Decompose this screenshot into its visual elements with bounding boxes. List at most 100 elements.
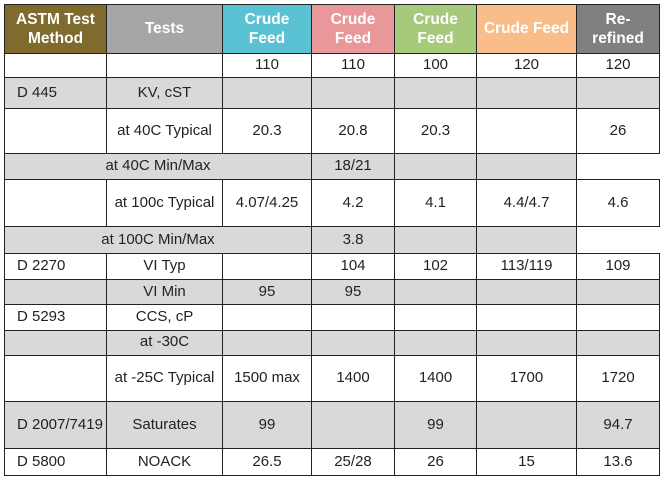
value-cell: 95 — [222, 279, 312, 305]
value-cell: 109 — [576, 252, 660, 281]
value-cell: 1400 — [311, 354, 395, 403]
value-cell — [222, 330, 312, 356]
value-cell — [576, 77, 660, 109]
method-cell — [4, 330, 107, 356]
value-cell: 13.6 — [576, 448, 660, 476]
table-row: at 40C Min/Max 18/21 — [4, 152, 660, 181]
table-row: at 100C Min/Max 3.8 — [4, 226, 660, 254]
table-row: D 2007/7419 Saturates 99 99 94.7 — [4, 401, 660, 450]
value-cell: 20.3 — [222, 107, 312, 154]
value-cell — [576, 330, 660, 356]
header-rerefined: Re-refined — [576, 4, 660, 54]
method-cell: D 5800 — [4, 448, 107, 476]
method-cell — [4, 52, 107, 79]
table-row: D 5800 NOACK 26.5 25/28 26 15 13.6 — [4, 448, 660, 476]
table-row: at -25C Typical 1500 max 1400 1400 1700 1720 — [4, 354, 660, 403]
test-label: at 100C Min/Max — [4, 226, 312, 254]
value-cell — [222, 303, 312, 332]
value-cell: 4.07/4.25 — [222, 179, 312, 228]
value-cell — [476, 77, 577, 109]
value-cell — [394, 330, 477, 356]
value-cell: 1700 — [476, 354, 577, 403]
test-label: at 40C Typical — [106, 107, 223, 154]
value-cell: 113/119 — [476, 252, 577, 281]
value-cell — [476, 330, 577, 356]
method-cell — [4, 354, 107, 403]
value-cell: 25/28 — [311, 448, 395, 476]
value-cell — [311, 330, 395, 356]
table-row: at 40C Typical 20.3 20.8 20.3 26 — [4, 107, 660, 154]
astm-comparison-table: ASTM Test Method Tests Crude Feed Crude … — [4, 4, 660, 476]
value-cell — [222, 252, 312, 281]
value-cell: 110 — [311, 52, 395, 79]
value-cell: 20.3 — [394, 107, 477, 154]
test-label: NOACK — [106, 448, 223, 476]
value-cell — [476, 303, 577, 332]
value-cell — [311, 303, 395, 332]
test-label: KV, cST — [106, 77, 223, 109]
test-label: CCS, cP — [106, 303, 223, 332]
value-cell — [476, 107, 577, 154]
value-cell: 100 — [394, 52, 477, 79]
value-cell: 104 — [311, 252, 395, 281]
test-label: Saturates — [106, 401, 223, 450]
method-cell: D 445 — [4, 77, 107, 109]
table-row: D 2270 VI Typ 104 102 113/119 109 — [4, 252, 660, 281]
value-cell: 1500 max — [222, 354, 312, 403]
value-cell — [476, 401, 577, 450]
table-row: D 445 KV, cST — [4, 77, 660, 109]
value-cell — [394, 303, 477, 332]
value-cell: 15 — [476, 448, 577, 476]
test-label: VI Min — [106, 279, 223, 305]
value-cell: 94.7 — [576, 401, 660, 450]
method-cell — [4, 279, 107, 305]
value-cell — [394, 152, 477, 181]
value-cell — [222, 77, 312, 109]
method-cell: D 2270 — [4, 252, 107, 281]
test-label: VI Typ — [106, 252, 223, 281]
test-label: at 100c Typical — [106, 179, 223, 228]
table-row: at -30C — [4, 330, 660, 356]
value-cell: 102 — [394, 252, 477, 281]
test-label: at -25C Typical — [106, 354, 223, 403]
header-crude-feed-1: Crude Feed — [222, 4, 312, 54]
value-cell: 26.5 — [222, 448, 312, 476]
value-cell — [576, 279, 660, 305]
value-cell: 1400 — [394, 354, 477, 403]
header-tests: Tests — [106, 4, 223, 54]
header-row: ASTM Test Method Tests Crude Feed Crude … — [4, 4, 660, 54]
value-cell — [476, 152, 577, 181]
table-row: VI Min 95 95 — [4, 279, 660, 305]
value-cell — [311, 401, 395, 450]
value-cell — [476, 279, 577, 305]
method-cell: D 5293 — [4, 303, 107, 332]
method-cell — [4, 179, 107, 228]
value-cell: 18/21 — [311, 152, 395, 181]
header-method: ASTM Test Method — [4, 4, 107, 54]
value-cell: 1720 — [576, 354, 660, 403]
table-row: 110 110 100 120 120 — [4, 52, 660, 79]
value-cell: 4.4/4.7 — [476, 179, 577, 228]
value-cell — [311, 77, 395, 109]
value-cell — [394, 279, 477, 305]
value-cell: 4.2 — [311, 179, 395, 228]
value-cell: 20.8 — [311, 107, 395, 154]
method-cell — [4, 107, 107, 154]
method-cell: D 2007/7419 — [4, 401, 107, 450]
value-cell: 3.8 — [311, 226, 395, 254]
value-cell: 120 — [576, 52, 660, 79]
header-crude-feed-2: Crude Feed — [311, 4, 395, 54]
value-cell: 110 — [222, 52, 312, 79]
value-cell — [576, 303, 660, 332]
test-label — [106, 52, 223, 79]
value-cell — [394, 226, 477, 254]
test-label: at 40C Min/Max — [4, 152, 312, 181]
value-cell: 99 — [222, 401, 312, 450]
test-label: at -30C — [106, 330, 223, 356]
value-cell: 120 — [476, 52, 577, 79]
value-cell: 99 — [394, 401, 477, 450]
value-cell: 95 — [311, 279, 395, 305]
value-cell: 26 — [394, 448, 477, 476]
value-cell: 4.6 — [576, 179, 660, 228]
value-cell — [476, 226, 577, 254]
